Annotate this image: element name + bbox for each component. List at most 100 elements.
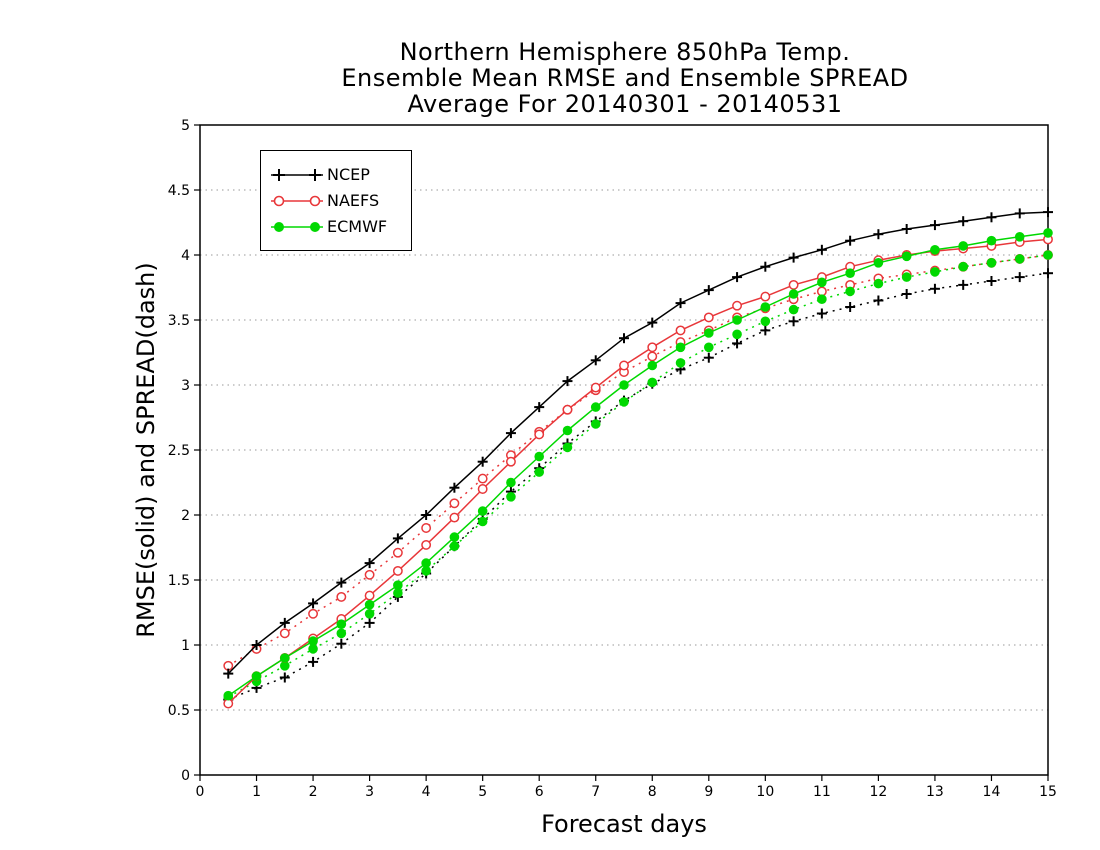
point-ncep-rmse	[279, 617, 290, 628]
point-ncep-rmse	[788, 252, 799, 263]
legend-label-naefs: NAEFS	[327, 191, 380, 210]
point-ncep-rmse	[534, 402, 545, 413]
point-ecmwf-spread	[393, 588, 403, 598]
point-ncep-spread	[958, 279, 969, 290]
point-ecmwf-rmse	[590, 402, 601, 412]
point-ncep-rmse	[364, 558, 375, 569]
series-ncep-spread	[223, 268, 1053, 705]
point-naefs-rmse	[421, 539, 432, 550]
point-ncep-spread	[873, 295, 884, 306]
point-ecmwf-rmse	[675, 342, 686, 353]
point-ncep-rmse	[958, 216, 969, 227]
point-ncep-rmse	[986, 212, 997, 223]
series-ncep-rmse	[223, 207, 1053, 679]
point-naefs-rmse	[675, 325, 686, 336]
point-naefs-rmse	[788, 279, 799, 290]
point-ecmwf-rmse	[1043, 228, 1053, 238]
point-ncep-rmse	[873, 229, 884, 240]
point-ncep-rmse	[619, 333, 629, 344]
y-tick-label: 1	[181, 638, 190, 654]
point-naefs-rmse	[619, 360, 629, 371]
point-ecmwf-spread	[901, 272, 912, 282]
plus-marker-icon	[271, 169, 323, 181]
point-ncep-spread	[336, 638, 347, 649]
point-ecmwf-rmse	[958, 241, 968, 251]
point-naefs-spread	[421, 523, 432, 533]
x-tick-label: 12	[869, 784, 887, 800]
point-ecmwf-spread	[873, 278, 884, 289]
point-ncep-spread	[845, 302, 856, 312]
x-tick-label: 7	[591, 784, 600, 800]
point-ecmwf-rmse	[930, 245, 940, 255]
point-ecmwf-rmse	[704, 328, 714, 338]
point-ecmwf-spread	[280, 661, 290, 671]
y-tick-label: 0	[181, 768, 190, 784]
point-ecmwf-rmse	[1014, 232, 1025, 242]
point-ncep-spread	[901, 289, 912, 299]
open-circle-marker-icon	[271, 195, 323, 207]
x-tick-label: 9	[704, 784, 713, 800]
point-ncep-spread	[364, 617, 375, 628]
point-ecmwf-rmse	[308, 636, 318, 646]
point-naefs-rmse	[364, 590, 375, 601]
point-ecmwf-rmse	[619, 380, 629, 390]
point-ecmwf-rmse	[280, 653, 290, 663]
point-ecmwf-spread	[704, 342, 714, 353]
point-ecmwf-spread	[590, 419, 601, 429]
point-naefs-rmse	[647, 342, 658, 353]
line-naefs-rmse	[227, 238, 1049, 705]
point-naefs-spread	[336, 591, 347, 602]
point-ecmwf-spread	[449, 541, 460, 551]
point-ncep-rmse	[251, 640, 262, 650]
point-ncep-rmse	[845, 235, 856, 246]
x-tick-label: 8	[648, 784, 657, 800]
point-ecmwf-rmse	[449, 532, 460, 542]
point-ncep-rmse	[477, 456, 488, 467]
point-ecmwf-spread	[958, 261, 968, 272]
point-ncep-rmse	[901, 224, 912, 234]
x-tick-label: 5	[478, 784, 487, 800]
point-naefs-rmse	[760, 291, 771, 302]
point-ecmwf-rmse	[760, 302, 771, 312]
point-ncep-rmse	[562, 376, 573, 387]
point-ncep-rmse	[760, 261, 771, 272]
x-tick-label: 15	[1039, 784, 1057, 800]
point-ncep-spread	[308, 656, 319, 667]
point-ecmwf-spread	[364, 609, 375, 619]
point-ecmwf-spread	[675, 358, 686, 368]
x-tick-label: 11	[813, 784, 831, 800]
legend-label-ncep: NCEP	[327, 165, 370, 184]
point-ncep-spread	[788, 316, 799, 327]
point-ncep-rmse	[336, 577, 347, 588]
point-ecmwf-rmse	[647, 360, 658, 371]
point-ncep-spread	[816, 308, 827, 319]
point-ecmwf-spread	[986, 258, 997, 268]
line-ncep-spread	[228, 272, 1049, 701]
axis-ticks: 00.511.522.533.544.550 1 2 3 4 5 6 7 8 9 10 11 12 13 1…	[168, 118, 1057, 800]
point-ecmwf-spread	[1043, 250, 1053, 260]
point-ncep-rmse	[675, 298, 686, 309]
title-line-1: Northern Hemisphere 850hPa Temp.	[399, 38, 851, 66]
point-ncep-spread	[986, 276, 997, 286]
point-ncep-rmse	[703, 285, 714, 296]
point-naefs-rmse	[449, 512, 460, 523]
x-tick-label: 4	[422, 784, 431, 800]
title-line-3: Average For 20140301 - 20140531	[407, 90, 843, 118]
y-tick-label: 3	[181, 378, 190, 394]
point-ncep-rmse	[647, 317, 658, 328]
point-ecmwf-spread	[760, 316, 771, 327]
point-ecmwf-rmse	[817, 277, 827, 288]
point-naefs-spread	[449, 498, 460, 509]
point-ecmwf-rmse	[788, 289, 799, 299]
line-ecmwf-spread	[227, 254, 1049, 698]
point-naefs-rmse	[703, 312, 714, 323]
point-ecmwf-rmse	[223, 690, 234, 701]
point-ncep-spread	[1043, 268, 1053, 279]
point-ncep-rmse	[505, 428, 516, 439]
point-ncep-rmse	[449, 482, 460, 493]
point-ecmwf-spread	[477, 516, 488, 527]
legend-item-ncep: NCEP	[261, 163, 411, 187]
point-ecmwf-rmse	[477, 506, 488, 516]
point-ecmwf-spread	[788, 304, 799, 315]
